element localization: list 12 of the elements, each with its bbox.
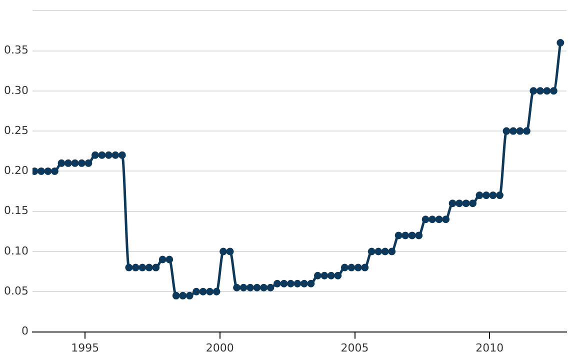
y-tick-label: 0.10 xyxy=(4,244,28,258)
x-tick-label: 2010 xyxy=(476,341,504,354)
y-tick-label: 0.25 xyxy=(4,124,28,137)
y-tick-label: 0 xyxy=(21,324,28,338)
x-tick-label: 2005 xyxy=(340,341,369,354)
y-tick-label: 0.35 xyxy=(4,44,28,57)
x-tick-label: 2000 xyxy=(206,341,234,354)
y-tick-label: 0.05 xyxy=(4,284,28,298)
y-tick-label: 0.30 xyxy=(4,84,28,97)
x-tick-label: 1995 xyxy=(71,341,100,354)
y-tick-label: 0.20 xyxy=(4,164,28,178)
y-tick-label: 0.15 xyxy=(4,204,28,218)
